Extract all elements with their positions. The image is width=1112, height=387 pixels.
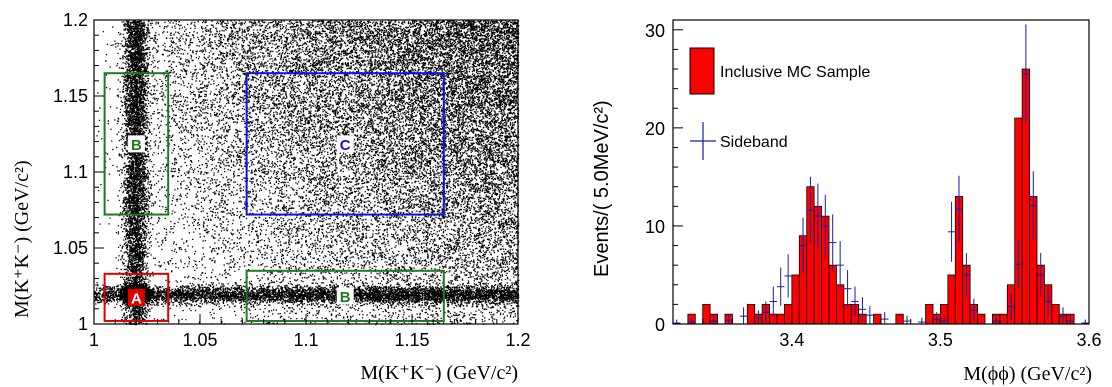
scatter-regions: A B B C (103, 72, 445, 322)
region-label-b: B (340, 289, 351, 306)
scatter-x-title: M(K⁺K⁻) (GeV/c²) (360, 362, 518, 384)
region-box-c (245, 72, 445, 216)
region-label-c: C (340, 137, 351, 154)
scatter-y-tick-label: 1.05 (53, 238, 88, 258)
region-box-b (103, 72, 170, 216)
scatter-point-cloud (94, 20, 520, 326)
region-label-bg (336, 287, 354, 305)
scatter-y-tick-label: 1.15 (53, 86, 88, 106)
scatter-points (94, 20, 520, 326)
scatter-axes: 1 1.05 1.1 1.15 1.2 1 1.05 1.1 1.15 1.2 (53, 10, 531, 350)
scatter-y-tick-label: 1 (78, 314, 88, 334)
region-label-bg (127, 135, 145, 153)
scatter-x-tick-label: 1.15 (394, 330, 429, 350)
scatter-y-tick-label: 1.2 (63, 10, 88, 30)
region-label-a: A (131, 290, 142, 307)
scatter-y-title: M(K⁺K⁻) (GeV/c²) (11, 160, 33, 318)
scatter-y-tick-label: 1.1 (63, 162, 88, 182)
scatter-x-tick-label: 1.1 (293, 330, 318, 350)
scatter-x-tick-label: 1.2 (505, 330, 530, 350)
region-label-bg (336, 135, 354, 153)
region-box-b (245, 269, 445, 322)
region-label-b: B (131, 137, 142, 154)
scatter-x-tick-label: 1 (89, 330, 99, 350)
region-label-bg (127, 288, 145, 306)
scatter-x-tick-label: 1.05 (182, 330, 217, 350)
